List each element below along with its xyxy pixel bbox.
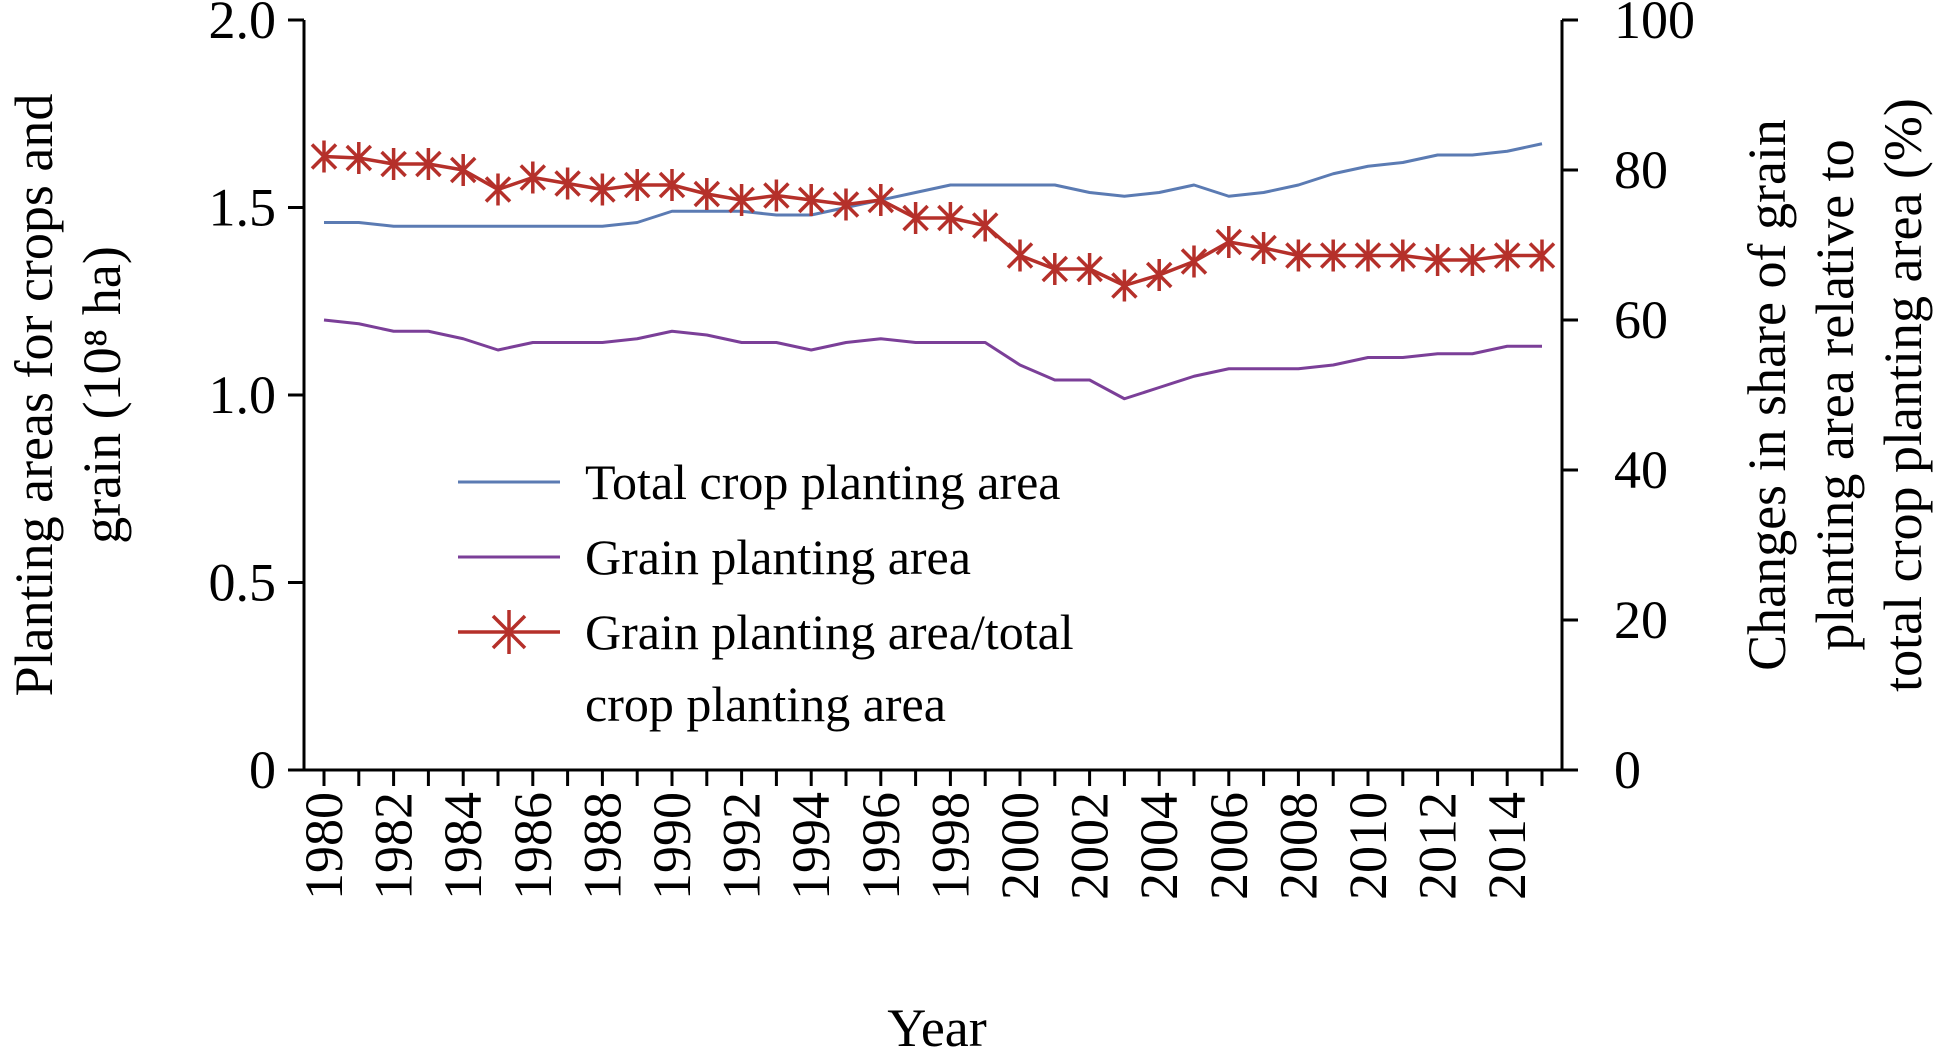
series-2-point [554, 167, 581, 200]
series-line-1 [323, 318, 1542, 401]
series-2-point [763, 179, 790, 212]
series-2-point [484, 173, 512, 206]
x-tick-label: 1992 [712, 792, 772, 900]
y-right-tick-label: 100 [1614, 0, 1695, 50]
x-tick-label: 2002 [1060, 792, 1120, 900]
x-tick-label: 1980 [294, 792, 354, 900]
series-2-point [1250, 232, 1277, 264]
x-tick-label: 2006 [1199, 792, 1259, 900]
legend: Total crop planting area Grain planting a… [458, 454, 1074, 732]
series-layer [310, 140, 1556, 401]
y-right-tick-label: 40 [1614, 440, 1668, 500]
x-tick-label: 2008 [1268, 792, 1328, 900]
series-2-point [345, 142, 373, 174]
series-line-2 [323, 154, 1542, 288]
x-tick-label: 1988 [572, 792, 632, 900]
right-y-axis-title: total crop planting area (%) [1873, 98, 1933, 692]
axis-titles: Year Planting areas for crops and grain (1… [4, 94, 1933, 1053]
x-tick-label: 2000 [990, 792, 1050, 900]
series-2-point [415, 148, 442, 180]
left-y-axis-title: Planting areas for crops and [4, 94, 64, 697]
series-2-point [1111, 269, 1138, 302]
series-2-point [519, 161, 547, 194]
series-2-point [1354, 239, 1382, 272]
series-2-point [1076, 253, 1103, 285]
series-line-0 [324, 142, 1543, 228]
x-tick-label: 2014 [1477, 792, 1537, 900]
series-2-point [1493, 239, 1521, 272]
series-2-point [693, 178, 721, 210]
x-axis-title: Year [887, 998, 987, 1053]
series-2-point [380, 148, 407, 180]
legend-label-0: Total crop planting area [585, 454, 1060, 510]
right-y-axis-title: Changes in share of grain [1737, 119, 1797, 671]
series-2-point [1389, 239, 1417, 272]
left-y-axis-title: grain (10⁸ ha) [72, 246, 132, 544]
series-2-point [867, 184, 895, 216]
legend-label-2: crop planting area [585, 676, 946, 732]
x-tick-label: 1996 [851, 792, 911, 900]
series-2-point [1459, 244, 1486, 276]
series-2-point [623, 169, 651, 201]
x-tick-label: 1990 [642, 792, 702, 900]
series-2-point [658, 169, 686, 201]
series-2-point [1285, 239, 1312, 272]
series-2-point [832, 188, 860, 221]
series-2-point [797, 184, 825, 216]
series-2-point [1424, 244, 1451, 276]
y-right-tick-label: 60 [1614, 290, 1668, 350]
series-2-point [937, 202, 964, 234]
y-left-tick-label: 2.0 [209, 0, 277, 50]
series-2-point [310, 140, 338, 173]
series-2-point [1319, 239, 1347, 272]
series-2-point [902, 202, 929, 234]
x-tick-label: 1994 [781, 792, 841, 900]
x-tick-label: 2004 [1129, 792, 1189, 900]
x-tick-label: 1986 [503, 792, 563, 900]
y-right-tick-label: 20 [1614, 590, 1668, 650]
series-2-point [1528, 239, 1556, 272]
y-left-tick-label: 1.5 [209, 178, 277, 238]
legend-label-1: Grain planting area [585, 529, 971, 585]
legend-label-2: Grain planting area/total [585, 604, 1074, 660]
y-left-tick-label: 0.5 [209, 553, 277, 613]
series-2-point [449, 154, 477, 186]
x-tick-label: 1998 [920, 792, 980, 900]
series-2-point [728, 184, 755, 216]
right-y-axis-title: planting area relative to [1805, 139, 1865, 650]
y-right-tick-label: 80 [1614, 140, 1668, 200]
series-2-point [1145, 259, 1173, 291]
x-tick-label: 2010 [1338, 792, 1398, 900]
x-tick-label: 1984 [433, 792, 493, 900]
series-2-point [1215, 226, 1243, 258]
x-tick-label: 1982 [364, 792, 424, 900]
y-left-tick-label: 0 [249, 740, 276, 800]
y-right-tick-label: 0 [1614, 740, 1641, 800]
series-2-point [1041, 253, 1069, 285]
x-tick-label: 2012 [1408, 792, 1468, 900]
series-2-point [589, 173, 616, 206]
series-2-point [971, 209, 999, 242]
series-2-point [1006, 239, 1034, 272]
y-left-tick-label: 1.0 [209, 365, 277, 425]
series-2-point [1180, 245, 1208, 278]
